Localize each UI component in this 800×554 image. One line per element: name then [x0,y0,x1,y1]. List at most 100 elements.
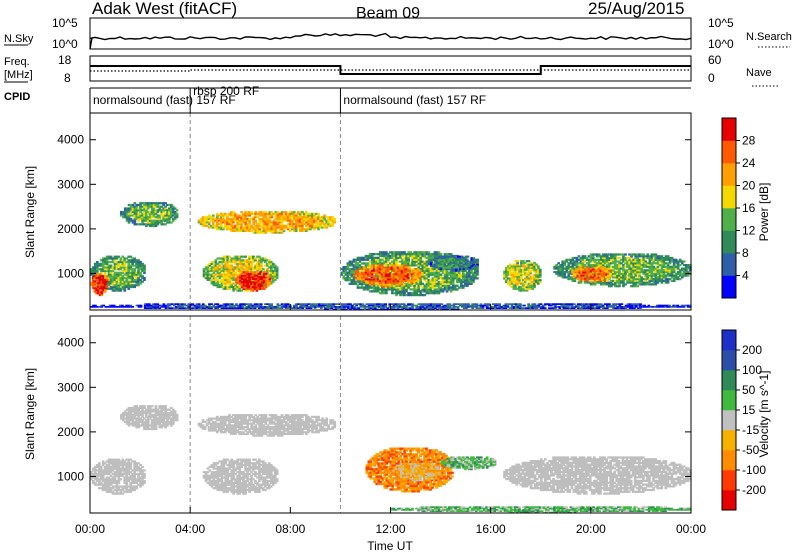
range-cell [228,269,232,273]
range-cell [315,219,318,222]
range-cell [666,271,670,274]
range-cell [630,279,633,282]
range-cell [123,212,127,215]
range-cell [684,267,688,270]
range-cell [427,256,431,259]
range-cell [119,278,123,281]
range-cell [228,266,232,269]
range-cell [340,267,344,271]
range-cell [95,285,98,288]
range-cell [385,290,388,293]
range-cell [309,226,312,229]
range-cell [638,281,641,284]
range-cell [384,271,388,274]
range-cell [523,268,527,271]
range-cell [348,267,352,271]
range-cell [220,278,224,281]
range-cell [268,212,272,215]
range-cell [445,284,449,287]
range-cell [505,268,508,271]
range-cell [383,256,386,259]
range-cell [421,253,425,256]
range-cell [391,290,394,293]
range-cell [129,275,133,278]
range-cell [240,276,244,279]
range-cell [378,278,382,281]
range-cell [634,260,637,263]
range-cell [648,262,652,265]
range-cell [589,271,593,274]
range-cell [150,221,154,224]
range-cell [280,223,284,226]
range-cell [429,288,433,291]
range-cell [686,264,690,267]
range-cell [400,264,404,267]
range-cell [425,288,429,291]
range-cell [466,263,470,266]
range-cell [119,261,123,264]
range-cell [224,277,228,280]
range-cell [437,260,441,263]
range-cell [531,282,535,285]
range-cell [634,283,637,286]
range-cell [533,284,536,287]
range-cell [224,282,228,285]
range-cell [220,228,223,231]
range-cell [242,221,245,224]
range-cell [246,261,249,264]
range-cell [662,265,666,268]
range-cell [244,274,248,277]
range-cell [125,209,129,212]
range-cell [220,261,224,264]
range-cell [257,281,261,284]
range-cell [234,219,237,222]
range-cell [193,307,197,309]
range-cell [399,288,402,291]
range-cell [396,268,400,271]
range-cell [202,273,206,276]
range-cell [303,223,306,226]
range-cell [522,279,525,282]
range-cell [133,217,137,221]
range-cell [622,276,625,279]
range-cell [236,259,239,262]
range-cell [421,264,425,267]
range-cell [95,282,98,285]
sky-tick-bottom: 10^0 [52,37,78,51]
range-cell [158,202,162,205]
range-cell [125,269,129,273]
range-cell [506,265,510,268]
range-cell [399,293,402,297]
range-cell [386,283,390,286]
range-cell [222,304,226,307]
range-cell [508,272,512,275]
range-cell [580,268,583,271]
range-cell [531,287,535,290]
range-cell [313,228,316,231]
range-cell [660,264,664,267]
range-cell [614,281,617,284]
range-cell [246,262,249,265]
range-cell [510,267,514,270]
range-cell [352,274,356,277]
range-cell [238,223,241,226]
range-cell [628,276,631,279]
range-cell [670,269,674,272]
range-cell [525,287,529,290]
range-cell [537,275,540,278]
range-cell [352,282,356,285]
range-cell [117,271,121,274]
range-cell [131,269,134,273]
range-cell [626,265,629,268]
range-cell [646,272,650,275]
range-cell [522,286,525,289]
range-cell [208,275,212,278]
range-cell [91,282,95,285]
range-cell [385,258,388,261]
range-cell [575,260,579,263]
range-cell [605,262,609,265]
range-cell [270,221,274,224]
range-cell [262,257,265,260]
range-cell [476,271,479,274]
range-cell [413,290,416,293]
